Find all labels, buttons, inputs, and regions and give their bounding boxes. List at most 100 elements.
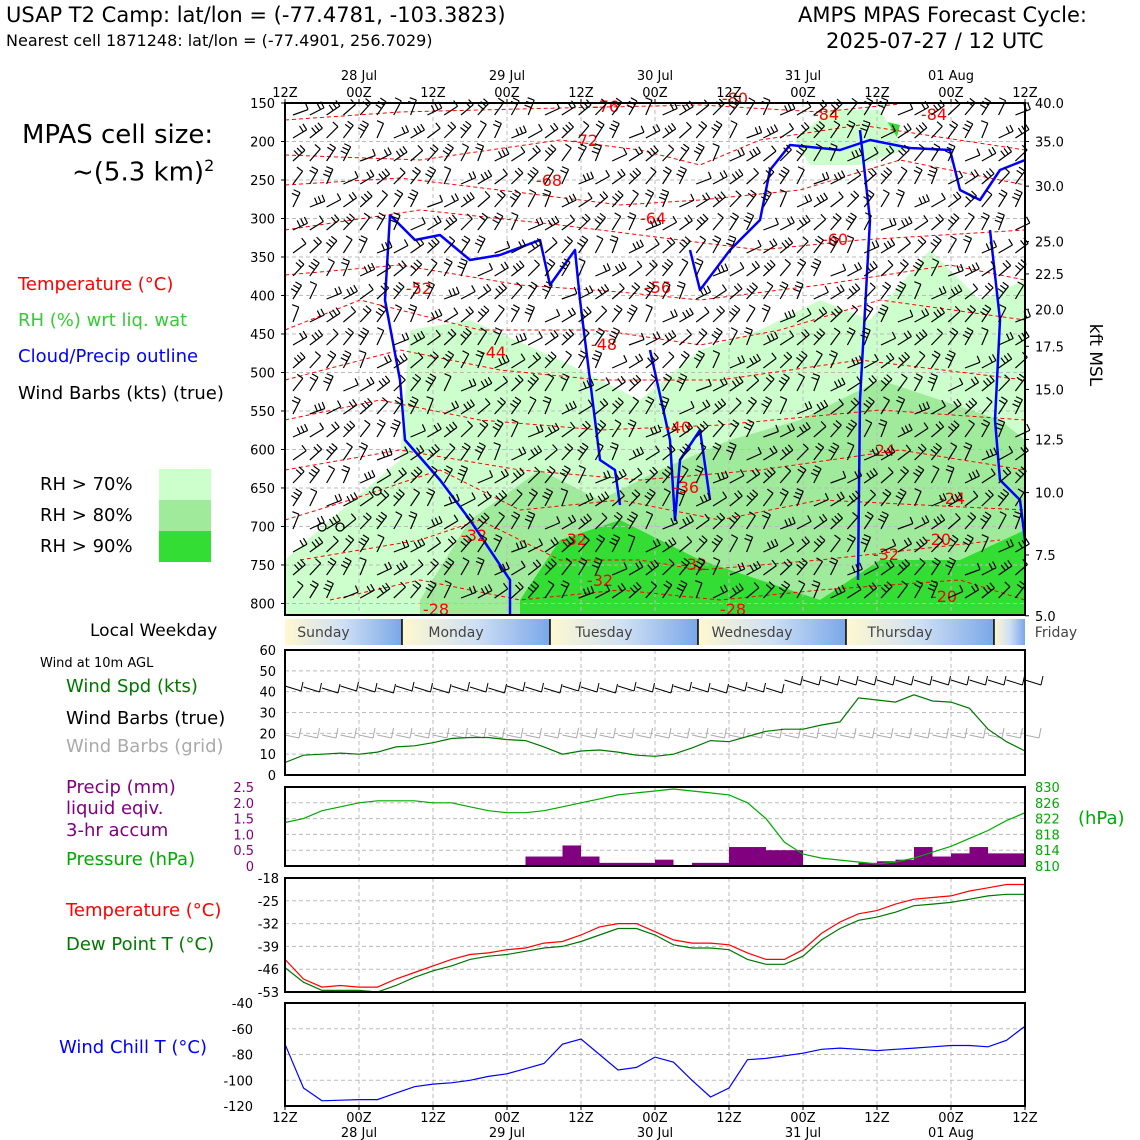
- wind-barb-flag: [494, 422, 502, 428]
- wind-barb-flag: [954, 493, 960, 501]
- wind-barb-flag: [752, 148, 758, 156]
- wind-barb-flag: [846, 537, 854, 543]
- wind-barb-flag: [354, 170, 359, 178]
- wind-barb-flag: [334, 287, 339, 295]
- wind-barb-flag: [568, 516, 573, 524]
- legend-rh90-label: RH > 90%: [40, 536, 133, 557]
- wind-barb-flag: [638, 560, 644, 568]
- wind-barb-flag: [915, 468, 922, 474]
- wind-barb-flag: [477, 350, 485, 354]
- wind-barb-flag: [793, 495, 801, 500]
- wind-barb-flag: [864, 212, 872, 217]
- wind-barb-flag: [626, 518, 634, 523]
- wind-barb-flag: [421, 216, 426, 224]
- wind-barb-flag: [605, 584, 611, 592]
- wind-barb-flag: [483, 512, 490, 519]
- wind-barb-flag: [680, 146, 687, 152]
- wind-barb-flag: [905, 237, 911, 244]
- wind-barb-grid-flag: [409, 727, 413, 739]
- wind-barb-staff: [359, 289, 374, 300]
- temperature-contour-label: -84: [921, 105, 947, 124]
- wind-barb-flag: [550, 539, 556, 546]
- wind10m-title: Wind at 10m AGL: [40, 656, 154, 671]
- wind-barb-flag: [964, 235, 972, 239]
- wind-barb-flag: [981, 422, 988, 428]
- wind-barb-flag: [858, 148, 863, 155]
- wind-barb-flag: [609, 445, 617, 450]
- wind-barb-flag: [851, 97, 858, 104]
- wind-barb-flag: [985, 492, 991, 499]
- wind-barb-flag: [658, 196, 666, 201]
- wind-barb-flag: [514, 377, 521, 384]
- wind-barb-flag: [716, 534, 723, 540]
- wind-barb-flag: [852, 512, 859, 518]
- wind-barb-flag: [965, 403, 972, 409]
- wind-barb-flag: [933, 350, 941, 356]
- wind-barb-flag: [550, 144, 557, 150]
- wind-barb-flag: [721, 284, 727, 291]
- wind-barb-staff: [729, 216, 740, 231]
- wind-barb-flag: [869, 282, 876, 288]
- wind-barb-flag: [492, 219, 500, 224]
- wind-barb-flag: [749, 285, 756, 291]
- wind-barb-flag: [830, 104, 837, 110]
- wind-barb-staff: [847, 381, 862, 392]
- wind-barb-flag: [787, 425, 792, 432]
- wind-barb-flag: [520, 146, 526, 153]
- wind-barb-staff: [662, 149, 675, 162]
- wind-barb-staff: [326, 292, 342, 300]
- wind-barb-flag: [686, 328, 692, 335]
- wind-barb-flag: [655, 124, 661, 131]
- wind-barb-flag: [475, 353, 483, 358]
- wind-barb-flag: [996, 215, 1004, 220]
- wind-barb-flag: [964, 123, 972, 129]
- wind-barb-flag: [845, 219, 853, 224]
- wind-barb-flag: [1002, 262, 1009, 269]
- wind-barb-flag: [874, 353, 879, 361]
- wind-barb-staff: [813, 354, 823, 369]
- wind-barb-flag: [984, 511, 992, 517]
- wind-barb-staff: [342, 446, 353, 461]
- wind-barb-staff: [897, 128, 912, 139]
- wind-barb-flag: [668, 539, 674, 546]
- wind-barb-staff: [645, 492, 656, 507]
- wind-barb-flag: [321, 401, 326, 409]
- wind-barb-flag: [530, 376, 537, 383]
- wind-barb-staff: [678, 262, 689, 277]
- wind-barb-true-flag: [1040, 675, 1044, 686]
- wind-barb-flag: [376, 120, 384, 124]
- temp-panel-frame: [284, 877, 1026, 993]
- wind-barb-staff: [309, 355, 321, 369]
- wind-barb-staff: [510, 215, 519, 231]
- wind-barb-flag: [476, 238, 484, 243]
- wind-barb-staff: [460, 104, 474, 116]
- wind-barb-staff: [292, 170, 304, 185]
- bottom-time-tick-label: 12Z: [864, 1111, 890, 1126]
- wind-barb-flag: [535, 145, 541, 152]
- wind-barb-flag: [712, 143, 720, 147]
- wind-barb-flag: [656, 538, 661, 546]
- wind-barb-flag: [657, 424, 662, 432]
- wind-barb-flag: [325, 242, 333, 248]
- wind-barb-staff: [594, 424, 607, 438]
- wind-barb-flag: [700, 121, 708, 127]
- wind-barb-staff: [998, 565, 1013, 576]
- wind-barb-staff: [880, 493, 892, 507]
- wind-barb-flag: [426, 284, 433, 289]
- wind-barb-grid: [395, 734, 411, 739]
- wind-barb-staff: [914, 427, 929, 438]
- wind-barb-flag: [524, 104, 532, 109]
- wind-barb-staff: [359, 496, 374, 507]
- wind-barb-flag: [663, 376, 670, 382]
- wind-barb-flag: [694, 261, 702, 266]
- wind-barb-staff: [796, 407, 812, 415]
- wind-barb-flag: [566, 236, 573, 242]
- wind-barb-flag: [369, 169, 375, 177]
- wind-barb-flag: [447, 124, 454, 131]
- wind-barb-flag: [498, 285, 504, 292]
- wind-barb-flag: [817, 442, 825, 448]
- wind-barb-flag: [594, 350, 602, 354]
- calm-circle: [335, 522, 345, 532]
- wind-barb-flag: [393, 288, 400, 294]
- wind-barb-staff: [947, 196, 962, 208]
